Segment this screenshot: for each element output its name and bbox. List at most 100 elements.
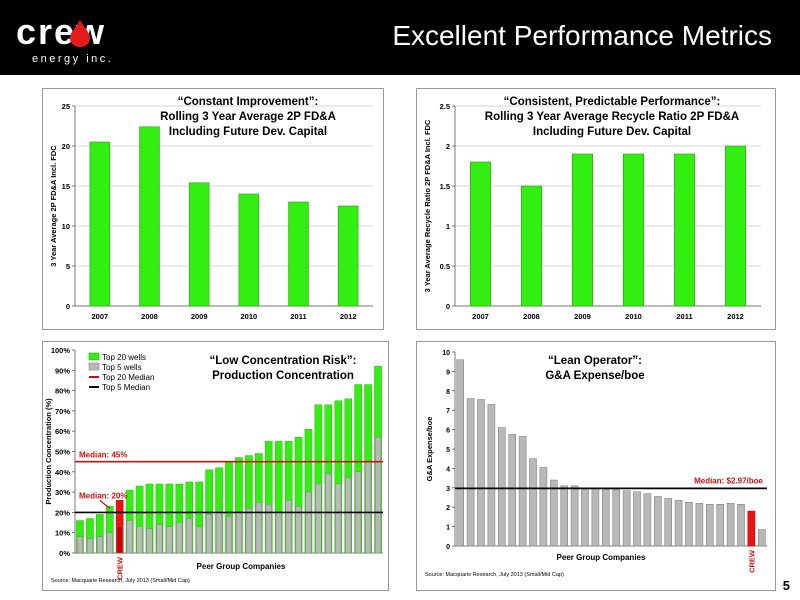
legend-swatch-top20 [88, 352, 100, 361]
bar [706, 504, 714, 547]
chart-panel-concentration: 0% 10% 20% 30% 40% 50% 60% 70% 80% 90% 100% Median:… [42, 341, 389, 591]
bar [560, 485, 568, 547]
source-note: Source: Macquarie Research, July 2013 (S… [425, 572, 564, 578]
bar-top5 [295, 506, 302, 554]
y-tick-label: 40% [55, 468, 70, 477]
bar [685, 502, 693, 547]
logo-subtext: energy inc. [32, 53, 113, 65]
y-tick-label: 0% [59, 549, 70, 558]
bar [469, 161, 491, 307]
chart-panel-fdna: 0 5 10 15 20 25 2007 2008 2009 2010 2011 2012 3 Year… [42, 88, 384, 330]
x-tick-label: 2012 [727, 312, 744, 321]
y-tick-label: 15 [62, 182, 70, 191]
legend-label-top5-median: Top 5 Median [102, 383, 150, 392]
bar [758, 529, 766, 547]
bar-top5 [315, 483, 322, 554]
x-axis-label: Peer Group Companies [197, 562, 286, 571]
chart-panel-recycle: 0 0.5 1 1.5 2 2.5 2007 2008 2009 2010 2011 2012 3 Ye… [416, 88, 776, 330]
bar-top5 [375, 437, 382, 554]
y-tick-label: 9 [446, 369, 450, 376]
y-axis-label: G&A Expense/boe [425, 417, 434, 482]
bar-top5 [116, 526, 123, 554]
y-tick-label: 30% [55, 488, 70, 497]
x-tick-label: 2010 [625, 312, 642, 321]
bar [477, 399, 485, 547]
y-tick-label: 2 [446, 142, 450, 151]
page-number: 5 [782, 578, 790, 593]
y-tick-label: 1.5 [440, 182, 450, 191]
bar-top5 [186, 518, 193, 554]
y-tick-label: 90% [55, 366, 70, 375]
y-tick-label: 8 [446, 389, 450, 396]
bar-top5 [206, 514, 213, 554]
y-tick-label: 100% [51, 346, 71, 355]
y-tick-label: 7 [446, 408, 450, 415]
median-label-top5: Median: 20% [79, 491, 127, 500]
y-tick-label: 3 [446, 486, 450, 493]
logo-wordmark: crew [16, 11, 106, 52]
y-tick-label: 10 [62, 222, 70, 231]
bar-top5 [86, 538, 93, 554]
bar-top5 [176, 522, 183, 554]
bar [716, 504, 724, 547]
bar [518, 436, 527, 547]
bar [456, 359, 464, 547]
y-tick-label: 2 [446, 505, 450, 512]
y-tick-label: 5 [446, 447, 450, 454]
logo-flame-icon [70, 20, 90, 47]
y-tick-label: 2.5 [440, 102, 450, 111]
crew-label: CREW [116, 556, 125, 580]
y-tick-label: 0.5 [440, 262, 450, 271]
bar [623, 153, 645, 307]
bar-top5 [196, 526, 203, 554]
bar [521, 185, 543, 307]
x-axis-label: Peer Group Companies [557, 553, 646, 562]
bar [337, 205, 359, 307]
x-tick-label: 2012 [340, 312, 357, 321]
crew-logo: crew energy inc. [16, 11, 113, 65]
gna-chart: 0 1 2 3 4 5 6 7 8 9 10 Median: $2.97/boe CREW G&A Exp… [425, 350, 767, 578]
x-tick-label: 2009 [191, 312, 208, 321]
y-tick-label: 0 [446, 302, 450, 311]
bar-top5 [345, 477, 352, 554]
y-axis-label: 3 Year Average 2P FD&A Incl. FDC [49, 145, 58, 267]
x-tick-label: 2009 [574, 312, 591, 321]
y-tick-label: 0 [446, 544, 450, 551]
bar [572, 153, 594, 307]
bar [288, 201, 309, 307]
bar [612, 489, 620, 547]
chart-title-line: “Constant Improvement”: [178, 96, 319, 108]
x-tick-label: 2008 [141, 312, 158, 321]
bar-top5 [76, 536, 83, 554]
bar [591, 487, 600, 547]
chart-title-line: Rolling 3 Year Average 2P FD&A [160, 111, 336, 123]
bar [673, 153, 695, 307]
bar [529, 458, 537, 547]
chart-panel-gna: 0 1 2 3 4 5 6 7 8 9 10 Median: $2.97/boe CREW G&A Exp… [416, 341, 776, 591]
legend-swatch-top5 [88, 362, 100, 371]
bar-top5 [226, 516, 232, 554]
bar-top5 [255, 502, 262, 554]
bar [602, 489, 610, 547]
bar [188, 182, 210, 307]
chart-title-line: Including Future Dev. Capital [169, 126, 327, 138]
bar [633, 491, 641, 547]
chart-title-line: Production Concentration [212, 370, 354, 382]
bar-top5 [136, 526, 143, 554]
bar-top5 [126, 520, 133, 554]
y-tick-label: 25 [62, 102, 70, 111]
bar [726, 503, 735, 547]
fdna-chart: 0 5 10 15 20 25 2007 2008 2009 2010 2011 2012 3 Year… [49, 96, 373, 321]
bar-top5 [275, 512, 282, 554]
bar-top5 [325, 473, 332, 554]
bar [695, 503, 704, 547]
legend-label-top5: Top 5 wells [102, 363, 142, 372]
y-tick-label: 4 [446, 466, 450, 473]
bar [654, 496, 662, 547]
concentration-chart: 0% 10% 20% 30% 40% 50% 60% 70% 80% 90% 100% Median:… [44, 346, 383, 584]
x-tick-label: 2008 [523, 312, 540, 321]
bar [550, 479, 558, 547]
y-axis-label: 3 Year Average Recycle Ratio 2P FD&A Inc… [423, 119, 432, 292]
bar [747, 510, 756, 547]
bar-top5 [335, 483, 342, 554]
